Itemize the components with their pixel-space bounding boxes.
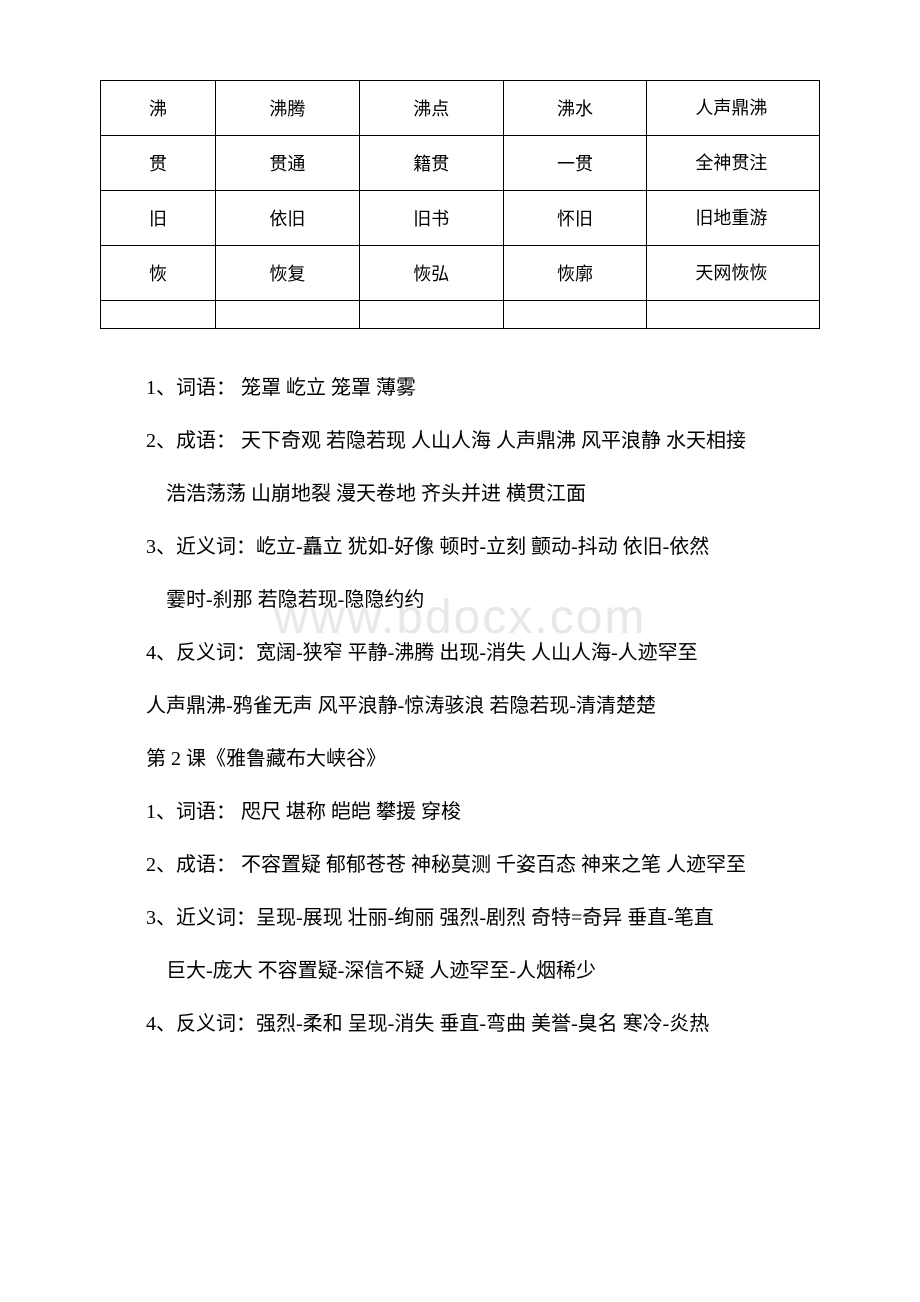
table-row: 贯贯通籍贯一贯 全神贯注 [101, 136, 820, 191]
table-cell: 人声鼎沸 [647, 81, 820, 136]
paragraph: 霎时-刹那 若隐若现-隐隐约约 [100, 581, 820, 620]
table-cell: 沸腾 [216, 81, 360, 136]
table-cell: 一贯 [503, 136, 647, 191]
table-cell-empty [216, 301, 360, 329]
table-row: 沸沸腾沸点沸水 人声鼎沸 [101, 81, 820, 136]
paragraph: 浩浩荡荡 山崩地裂 漫天卷地 齐头并进 横贯江面 [100, 475, 820, 514]
paragraph: 人声鼎沸-鸦雀无声 风平浪静-惊涛骇浪 若隐若现-清清楚楚 [100, 687, 820, 726]
table-cell-empty [101, 301, 216, 329]
table-cell: 恢廓 [503, 246, 647, 301]
table-cell: 旧 [101, 191, 216, 246]
paragraph: 1、词语： 笼罩 屹立 笼罩 薄雾 [100, 369, 820, 408]
paragraph: 第 2 课《雅鲁藏布大峡谷》 [100, 740, 820, 779]
table-cell: 恢复 [216, 246, 360, 301]
table-cell-empty [503, 301, 647, 329]
paragraph: 1、词语： 咫尺 堪称 皑皑 攀援 穿梭 [100, 793, 820, 832]
paragraph: 4、反义词：宽阔-狭窄 平静-沸腾 出现-消失 人山人海-人迹罕至 [100, 634, 820, 673]
paragraph: 3、近义词：屹立-矗立 犹如-好像 顿时-立刻 颤动-抖动 依旧-依然 [100, 528, 820, 567]
paragraph: 4、反义词：强烈-柔和 呈现-消失 垂直-弯曲 美誉-臭名 寒冷-炎热 [100, 1005, 820, 1044]
table-cell: 天网恢恢 [647, 246, 820, 301]
table-cell: 恢 [101, 246, 216, 301]
table-cell: 全神贯注 [647, 136, 820, 191]
table-row: 恢恢复恢弘恢廓 天网恢恢 [101, 246, 820, 301]
character-table: 沸沸腾沸点沸水 人声鼎沸贯贯通籍贯一贯 全神贯注旧依旧旧书怀旧 旧地重游恢恢复恢… [100, 80, 820, 329]
table-row: 旧依旧旧书怀旧 旧地重游 [101, 191, 820, 246]
table-cell-empty [359, 301, 503, 329]
table-cell: 旧地重游 [647, 191, 820, 246]
table-cell: 贯通 [216, 136, 360, 191]
content-area: 1、词语： 笼罩 屹立 笼罩 薄雾 2、成语： 天下奇观 若隐若现 人山人海 人声… [100, 369, 820, 1044]
table-cell: 旧书 [359, 191, 503, 246]
table-cell: 沸 [101, 81, 216, 136]
table-cell: 沸水 [503, 81, 647, 136]
table-cell: 怀旧 [503, 191, 647, 246]
paragraph: 2、成语： 天下奇观 若隐若现 人山人海 人声鼎沸 风平浪静 水天相接 [100, 422, 820, 461]
paragraph: 3、近义词：呈现-展现 壮丽-绚丽 强烈-剧烈 奇特=奇异 垂直-笔直 [100, 899, 820, 938]
paragraph: 2、成语： 不容置疑 郁郁苍苍 神秘莫测 千姿百态 神来之笔 人迹罕至 [100, 846, 820, 885]
table-cell: 依旧 [216, 191, 360, 246]
table-row-empty [101, 301, 820, 329]
table-cell-empty [647, 301, 820, 329]
table-cell: 籍贯 [359, 136, 503, 191]
paragraph: 巨大-庞大 不容置疑-深信不疑 人迹罕至-人烟稀少 [100, 952, 820, 991]
table-cell: 恢弘 [359, 246, 503, 301]
table-cell: 贯 [101, 136, 216, 191]
table-cell: 沸点 [359, 81, 503, 136]
